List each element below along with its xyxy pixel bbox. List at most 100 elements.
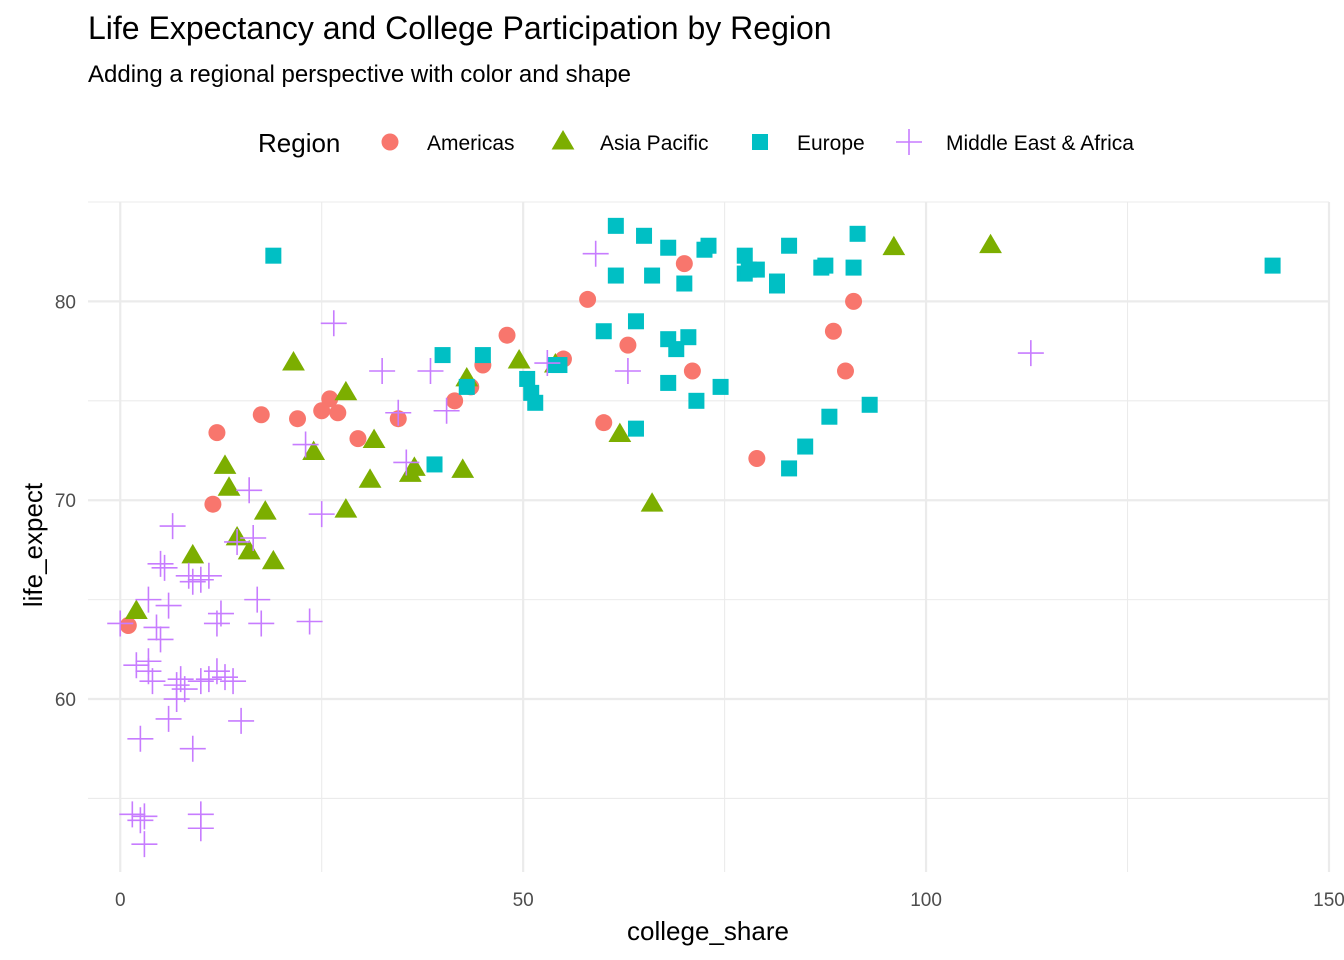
data-point-middle-east-africa: [240, 524, 267, 551]
series-europe: [265, 217, 1281, 477]
series-americas: [119, 255, 863, 634]
data-point-europe: [861, 396, 878, 413]
data-point-middle-east-africa: [171, 676, 198, 703]
data-point-europe: [676, 275, 693, 292]
data-point-europe: [474, 347, 491, 364]
data-point-middle-east-africa: [127, 725, 154, 752]
data-point-middle-east-africa: [296, 608, 323, 635]
data-point-europe: [607, 217, 624, 234]
data-point-europe: [748, 261, 765, 278]
data-point-middle-east-africa: [248, 610, 275, 637]
data-point-americas: [204, 495, 222, 513]
data-point-americas: [595, 414, 613, 432]
data-point-europe: [519, 370, 536, 387]
data-point-europe: [636, 227, 653, 244]
data-point-europe: [660, 374, 677, 391]
data-point-middle-east-africa: [179, 735, 206, 762]
data-point-asia-pacific: [334, 380, 358, 401]
data-point-americas: [675, 255, 693, 273]
data-point-europe: [817, 257, 834, 274]
data-point-asia-pacific: [261, 549, 285, 570]
data-point-middle-east-africa: [147, 626, 174, 653]
data-point-middle-east-africa: [320, 310, 347, 337]
data-point-middle-east-africa: [211, 664, 238, 691]
data-point-europe: [660, 239, 677, 256]
data-points: [107, 217, 1281, 858]
y-axis-ticks: 60 70 80: [55, 292, 76, 711]
data-point-americas: [321, 390, 339, 408]
data-point-middle-east-africa: [228, 707, 255, 734]
data-point-asia-pacific: [507, 349, 531, 369]
data-point-middle-east-africa: [187, 815, 214, 842]
y-axis-title: life_expect: [18, 482, 48, 607]
data-point-middle-east-africa: [614, 357, 641, 384]
data-point-europe: [1264, 257, 1281, 274]
data-point-americas: [208, 424, 226, 442]
data-point-asia-pacific: [302, 440, 326, 460]
data-point-asia-pacific: [362, 428, 386, 449]
x-tick-label: 100: [910, 890, 942, 911]
data-point-middle-east-africa: [385, 399, 412, 426]
data-point-americas: [836, 362, 854, 380]
data-point-middle-east-africa: [195, 562, 222, 589]
data-point-americas: [579, 290, 597, 308]
data-point-asia-pacific: [253, 500, 277, 520]
data-point-middle-east-africa: [159, 513, 186, 540]
data-point-middle-east-africa: [224, 528, 251, 555]
data-point-europe: [700, 237, 717, 254]
data-point-middle-east-africa: [179, 568, 206, 595]
data-point-middle-east-africa: [203, 658, 230, 685]
x-tick-label: 0: [115, 890, 126, 911]
data-point-asia-pacific: [181, 543, 205, 564]
data-point-europe: [668, 341, 685, 358]
x-tick-label: 150: [1313, 890, 1344, 911]
data-point-middle-east-africa: [220, 668, 247, 695]
data-point-middle-east-africa: [139, 668, 166, 695]
data-point-middle-east-africa: [131, 803, 158, 830]
data-point-europe: [426, 456, 443, 473]
data-point-middle-east-africa: [187, 668, 214, 695]
data-point-asia-pacific: [451, 458, 475, 478]
series-middle-east-africa: [107, 240, 1044, 858]
data-point-americas: [845, 292, 863, 310]
y-tick-label: 80: [55, 292, 76, 313]
legend-key-asia-pacific: [551, 130, 575, 150]
legend-key-americas: [381, 133, 399, 151]
data-point-asia-pacific: [979, 233, 1002, 254]
data-point-europe: [265, 247, 282, 264]
data-point-europe: [595, 323, 612, 340]
data-point-europe: [845, 259, 862, 276]
data-point-americas: [313, 402, 331, 420]
data-point-europe: [434, 347, 451, 364]
data-point-middle-east-africa: [143, 614, 170, 641]
x-axis-title: college_share: [627, 916, 789, 946]
x-tick-label: 50: [513, 890, 534, 911]
data-point-middle-east-africa: [147, 550, 174, 577]
data-point-americas: [498, 326, 516, 344]
legend: Region Americas Asia Pacific Europe Middle …: [258, 128, 1134, 158]
data-point-middle-east-africa: [167, 666, 194, 693]
data-point-middle-east-africa: [1017, 340, 1044, 367]
data-point-middle-east-africa: [151, 554, 178, 581]
legend-key-middle-east-africa: [896, 129, 922, 155]
data-point-middle-east-africa: [195, 666, 222, 693]
data-point-middle-east-africa: [127, 807, 154, 834]
data-point-americas: [748, 449, 766, 467]
data-point-americas: [289, 410, 307, 428]
x-axis-ticks: 0 50 100 150: [115, 890, 1344, 911]
data-point-europe: [768, 277, 785, 294]
data-point-middle-east-africa: [236, 477, 263, 504]
data-point-middle-east-africa: [119, 801, 146, 828]
data-point-asia-pacific: [640, 492, 664, 512]
data-point-asia-pacific: [882, 235, 906, 256]
data-point-middle-east-africa: [155, 705, 182, 732]
data-point-europe: [688, 392, 705, 409]
data-point-middle-east-africa: [131, 831, 158, 858]
data-point-americas: [252, 406, 270, 424]
data-point-middle-east-africa: [155, 592, 182, 619]
data-point-europe: [781, 237, 798, 254]
data-point-europe: [527, 394, 544, 411]
y-tick-label: 60: [55, 690, 76, 711]
data-point-europe: [781, 460, 798, 477]
